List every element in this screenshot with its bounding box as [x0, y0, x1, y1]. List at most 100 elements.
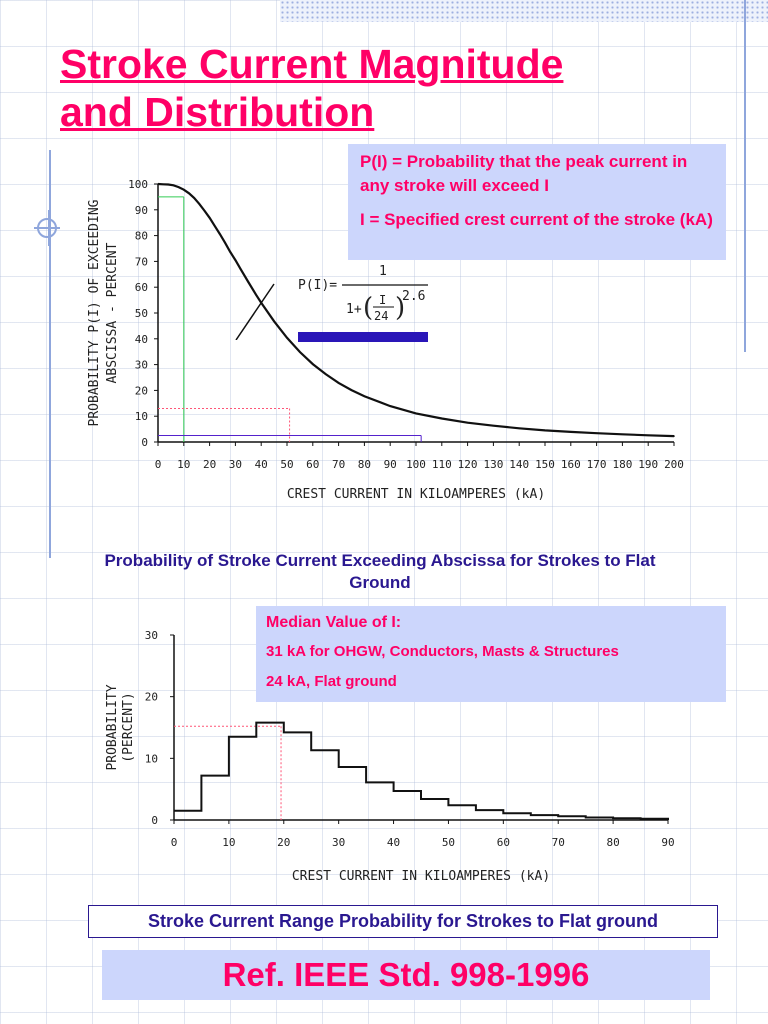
- x-tick-label: 60: [306, 458, 319, 471]
- x-tick-label: 190: [638, 458, 658, 471]
- x-tick-label: 10: [177, 458, 190, 471]
- x-tick-label: 130: [483, 458, 503, 471]
- curve-point: [441, 417, 443, 420]
- probability-formula: P(I)= 1 1+ ( I 24 ) 2.6: [235, 264, 428, 340]
- histogram-bar: [613, 818, 640, 820]
- x-tick-label: 170: [587, 458, 607, 471]
- median-item-structures: 31 kA for OHGW, Conductors, Masts & Stru…: [266, 643, 619, 660]
- x-tick-label: 40: [387, 836, 400, 849]
- x-tick-label: 90: [661, 836, 674, 849]
- curve-point: [188, 192, 190, 195]
- y-tick-label: 0: [141, 436, 148, 449]
- x-tick-label: 50: [280, 458, 293, 471]
- histogram-bar: [174, 811, 201, 820]
- x-tick-label: 50: [442, 836, 455, 849]
- histogram-bar: [229, 737, 256, 820]
- y-tick-label: 0: [151, 814, 158, 827]
- histogram-bar: [394, 791, 421, 820]
- median-title: Median Value of I:: [266, 614, 402, 631]
- y-tick-label: 10: [145, 752, 158, 765]
- curve-point: [363, 395, 366, 398]
- curve-point: [239, 268, 242, 270]
- curve-point: [595, 432, 598, 435]
- y-tick-label: 10: [135, 410, 148, 423]
- x-tick-label: 140: [509, 458, 529, 471]
- y-axis-title-line-1: PROBABILITY: [105, 684, 120, 770]
- y-tick-label: 20: [145, 691, 158, 704]
- histogram-bar: [201, 776, 228, 820]
- decorative-pattern: [280, 0, 768, 22]
- histogram-bar: [256, 723, 283, 820]
- median-item-flat-ground: 24 kA, Flat ground: [266, 673, 397, 690]
- y-tick-label: 40: [135, 333, 148, 346]
- accent-bar: [298, 332, 428, 342]
- curve-point: [183, 188, 185, 191]
- reference-footer: Ref. IEEE Std. 998-1996: [102, 950, 710, 1000]
- curve-point: [673, 435, 675, 437]
- definition-box: P(I) = Probability that the peak current…: [348, 144, 726, 260]
- exceedance-curve: [157, 182, 675, 438]
- exceedance-probability-chart: 0 10 20 30 40 50 60 70 80 90 100 0 10 20 30 40 50 60 70 80 9…: [87, 178, 684, 502]
- y-axis-title-line-2: ABSCISSA - PERCENT: [105, 242, 120, 383]
- histogram-bar: [311, 750, 338, 820]
- histogram-bar: [586, 818, 613, 820]
- curve-point: [219, 233, 221, 235]
- curve-point: [229, 251, 232, 253]
- curve-point: [389, 405, 392, 407]
- y-tick-label: 80: [135, 230, 148, 243]
- curve-point: [350, 389, 353, 391]
- curve-point: [273, 320, 275, 323]
- histogram-bar: [558, 816, 585, 820]
- curve-point: [234, 259, 237, 261]
- median-box: Median Value of I: 31 kA for OHGW, Condu…: [256, 606, 726, 702]
- curve-point: [247, 281, 250, 283]
- x-tick-label: 180: [612, 458, 632, 471]
- x-tick-label: 0: [171, 836, 178, 849]
- y-tick-label: 30: [135, 359, 148, 372]
- histogram-bar: [339, 767, 366, 820]
- formula-pointer-line: [235, 283, 275, 340]
- x-tick-label: 100: [406, 458, 426, 471]
- range-probability-histogram: 0 10 20 30 0 10 20 30 40 50 60 70 80 90 CREST CURRENT …: [105, 629, 675, 884]
- y-tick-label: 70: [135, 255, 148, 268]
- formula-numerator: 1: [379, 264, 387, 279]
- curve-point: [208, 216, 211, 219]
- histogram-bar: [531, 815, 558, 820]
- histogram-bar: [284, 732, 311, 820]
- histogram-bar: [448, 805, 475, 820]
- x-tick-label: 90: [384, 458, 397, 471]
- x-tick-label: 150: [535, 458, 555, 471]
- decorative-line-left: [49, 150, 51, 558]
- y-axis-title-line-1: PROBABILITY P(I) OF EXCEEDING: [87, 199, 102, 426]
- x-tick-label: 200: [664, 458, 684, 471]
- x-tick-label: 70: [552, 836, 565, 849]
- x-tick-label: 10: [222, 836, 235, 849]
- x-tick-label: 40: [255, 458, 268, 471]
- decorative-crosshair-icon: [34, 210, 60, 246]
- curve-point: [415, 412, 417, 415]
- x-tick-label: 20: [203, 458, 216, 471]
- x-tick-label: 110: [432, 458, 452, 471]
- title-line-1: Stroke Current Magnitude: [60, 41, 564, 87]
- curve-point: [198, 203, 201, 205]
- curve-point: [203, 209, 206, 212]
- x-axis-title: CREST CURRENT IN KILOAMPERES (kA): [287, 487, 545, 502]
- curve-point: [255, 293, 257, 296]
- curve-point: [570, 431, 572, 433]
- curve-point: [337, 382, 340, 384]
- formula-inner-numerator: I: [379, 293, 386, 307]
- formula-close-paren: ): [395, 293, 405, 323]
- y-tick-label: 50: [135, 307, 148, 320]
- curve-point: [162, 183, 164, 186]
- curve-point: [167, 183, 170, 186]
- x-tick-label: 0: [155, 458, 162, 471]
- curve-point: [177, 186, 180, 188]
- histogram-bar: [503, 813, 530, 820]
- x-tick-label: 60: [497, 836, 510, 849]
- x-tick-label: 20: [277, 836, 290, 849]
- title-line-2: and Distribution: [60, 89, 375, 135]
- chart2-caption: Stroke Current Range Probability for Str…: [88, 905, 718, 938]
- y-tick-label: 30: [145, 629, 158, 642]
- decorative-line-right: [744, 0, 746, 352]
- x-tick-label: 70: [332, 458, 345, 471]
